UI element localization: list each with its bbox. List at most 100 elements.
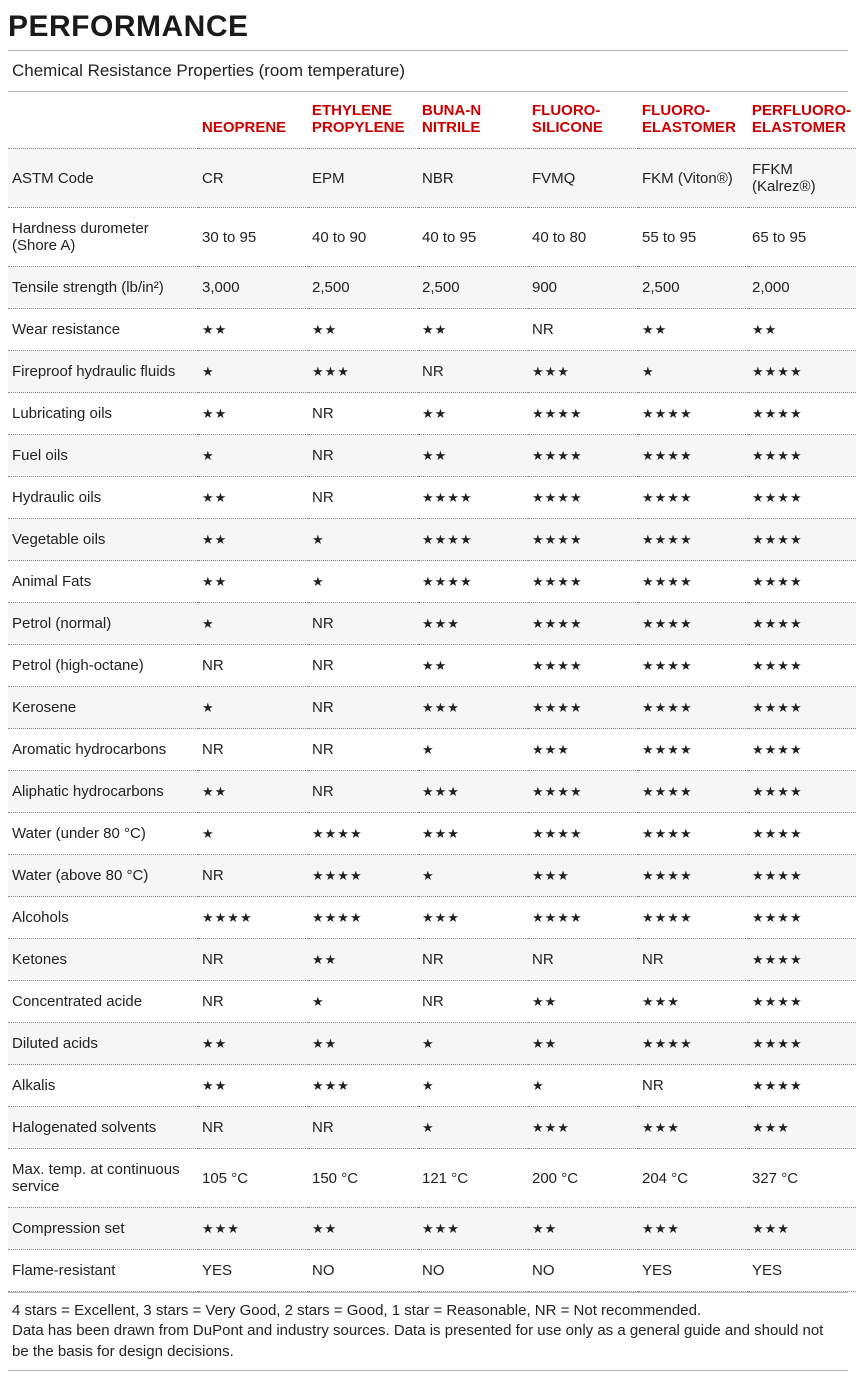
cell-value: ★★★★	[748, 855, 856, 897]
table-row: Hydraulic oils★★NR★★★★★★★★★★★★★★★★	[8, 477, 856, 519]
cell-value: 3,000	[198, 267, 308, 309]
column-header: BUNA-NNITRILE	[418, 92, 528, 149]
cell-value: YES	[638, 1250, 748, 1292]
cell-value: NR	[418, 981, 528, 1023]
table-header-blank	[8, 92, 198, 149]
cell-value: ★★	[198, 519, 308, 561]
cell-value: 200 °C	[528, 1149, 638, 1208]
row-label: Hydraulic oils	[8, 477, 198, 519]
cell-value: 121 °C	[418, 1149, 528, 1208]
cell-value: ★★★★	[528, 813, 638, 855]
cell-value: NR	[418, 939, 528, 981]
row-label: Halogenated solvents	[8, 1107, 198, 1149]
cell-value: ★★★	[528, 729, 638, 771]
column-header: PERFLUORO-ELASTOMER	[748, 92, 856, 149]
cell-value: 55 to 95	[638, 208, 748, 267]
cell-value: 40 to 95	[418, 208, 528, 267]
cell-value: ★	[308, 519, 418, 561]
column-header: FLUORO-SILICONE	[528, 92, 638, 149]
row-label: Hardness durometer (Shore A)	[8, 208, 198, 267]
cell-value: ★★★★	[638, 645, 748, 687]
column-header: ETHYLENEPROPYLENE	[308, 92, 418, 149]
cell-value: ★★★★	[748, 477, 856, 519]
cell-value: NR	[308, 645, 418, 687]
cell-value: ★★	[418, 645, 528, 687]
table-row: Flame-resistantYESNONONOYESYES	[8, 1250, 856, 1292]
row-label: ASTM Code	[8, 149, 198, 208]
cell-value: ★★★	[418, 1208, 528, 1250]
cell-value: ★★★★	[528, 603, 638, 645]
cell-value: ★	[528, 1065, 638, 1107]
cell-value: NR	[308, 603, 418, 645]
cell-value: ★★★★	[748, 351, 856, 393]
cell-value: ★★	[528, 981, 638, 1023]
cell-value: ★★★★	[528, 519, 638, 561]
table-row: Halogenated solventsNRNR★★★★★★★★★★	[8, 1107, 856, 1149]
column-header: NEOPRENE	[198, 92, 308, 149]
column-header: FLUORO-ELASTOMER	[638, 92, 748, 149]
cell-value: ★★★	[418, 813, 528, 855]
cell-value: NO	[528, 1250, 638, 1292]
cell-value: ★	[638, 351, 748, 393]
row-label: Max. temp. at continuous service	[8, 1149, 198, 1208]
cell-value: FKM (Viton®)	[638, 149, 748, 208]
row-label: Fireproof hydraulic fluids	[8, 351, 198, 393]
table-row: Vegetable oils★★★★★★★★★★★★★★★★★★★	[8, 519, 856, 561]
row-label: Kerosene	[8, 687, 198, 729]
cell-value: ★★★★	[308, 813, 418, 855]
cell-value: ★★	[198, 1065, 308, 1107]
cell-value: NR	[308, 435, 418, 477]
cell-value: ★★★★	[528, 435, 638, 477]
cell-value: 2,500	[418, 267, 528, 309]
cell-value: ★★★★	[748, 435, 856, 477]
cell-value: ★★★★	[748, 687, 856, 729]
cell-value: ★	[418, 729, 528, 771]
cell-value: NR	[418, 351, 528, 393]
cell-value: ★★★★	[308, 897, 418, 939]
cell-value: 30 to 95	[198, 208, 308, 267]
cell-value: NR	[308, 393, 418, 435]
cell-value: ★★★★	[308, 855, 418, 897]
row-label: Alkalis	[8, 1065, 198, 1107]
cell-value: ★★★	[638, 1208, 748, 1250]
cell-value: ★★★★	[748, 519, 856, 561]
cell-value: FFKM (Kalrez®)	[748, 149, 856, 208]
cell-value: NO	[308, 1250, 418, 1292]
cell-value: NR	[198, 981, 308, 1023]
cell-value: 900	[528, 267, 638, 309]
cell-value: 105 °C	[198, 1149, 308, 1208]
cell-value: NR	[198, 645, 308, 687]
cell-value: 204 °C	[638, 1149, 748, 1208]
cell-value: ★★	[638, 309, 748, 351]
table-row: Alcohols★★★★★★★★★★★★★★★★★★★★★★★	[8, 897, 856, 939]
cell-value: ★★★★	[638, 729, 748, 771]
cell-value: NR	[308, 477, 418, 519]
table-row: Tensile strength (lb/in²)3,0002,5002,500…	[8, 267, 856, 309]
row-label: Concentrated acide	[8, 981, 198, 1023]
row-label: Water (under 80 °C)	[8, 813, 198, 855]
table-row: Aromatic hydrocarbonsNRNR★★★★★★★★★★★★	[8, 729, 856, 771]
table-row: Hardness durometer (Shore A)30 to 95 40 t…	[8, 208, 856, 267]
cell-value: ★★★	[418, 687, 528, 729]
cell-value: ★	[418, 855, 528, 897]
page-subtitle: Chemical Resistance Properties (room tem…	[8, 50, 848, 92]
cell-value: ★	[198, 603, 308, 645]
cell-value: ★★★★	[748, 561, 856, 603]
cell-value: NR	[638, 939, 748, 981]
cell-value: 65 to 95	[748, 208, 856, 267]
table-row: Alkalis★★★★★★★NR★★★★	[8, 1065, 856, 1107]
table-row: Diluted acids★★★★★★★★★★★★★★★	[8, 1023, 856, 1065]
cell-value: NBR	[418, 149, 528, 208]
cell-value: NR	[198, 729, 308, 771]
cell-value: 2,500	[308, 267, 418, 309]
cell-value: ★★★★	[748, 645, 856, 687]
row-label: Tensile strength (lb/in²)	[8, 267, 198, 309]
cell-value: ★★★★	[748, 939, 856, 981]
page-title: PERFORMANCE	[8, 10, 848, 50]
cell-value: 2,500	[638, 267, 748, 309]
cell-value: ★★★★	[748, 813, 856, 855]
cell-value: ★★	[418, 393, 528, 435]
row-label: Water (above 80 °C)	[8, 855, 198, 897]
row-label: Vegetable oils	[8, 519, 198, 561]
cell-value: ★★	[418, 309, 528, 351]
